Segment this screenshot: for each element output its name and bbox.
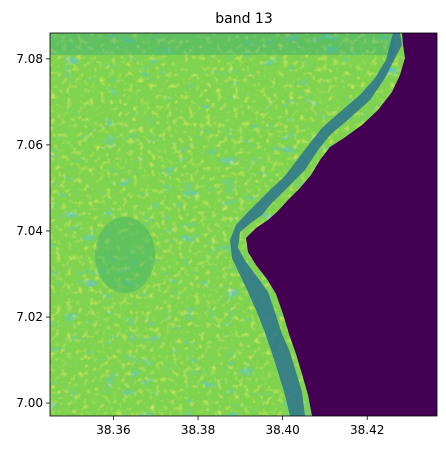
y-tick-label: 7.00 — [16, 396, 43, 410]
x-tick-label: 38.36 — [96, 423, 130, 437]
x-tick-label: 38.38 — [181, 423, 215, 437]
y-tick-label: 7.06 — [16, 138, 43, 152]
top-strip — [50, 33, 395, 55]
x-axis: 38.36 38.38 38.40 38.42 — [96, 416, 384, 437]
town-area — [95, 217, 155, 293]
raster-image — [50, 33, 437, 416]
y-tick-label: 7.08 — [16, 52, 43, 66]
x-tick-label: 38.42 — [350, 423, 384, 437]
y-axis: 7.00 7.02 7.04 7.06 7.08 — [16, 52, 50, 410]
y-tick-label: 7.02 — [16, 310, 43, 324]
x-tick-label: 38.40 — [265, 423, 299, 437]
y-tick-label: 7.04 — [16, 224, 43, 238]
map-title: band 13 — [215, 11, 273, 27]
